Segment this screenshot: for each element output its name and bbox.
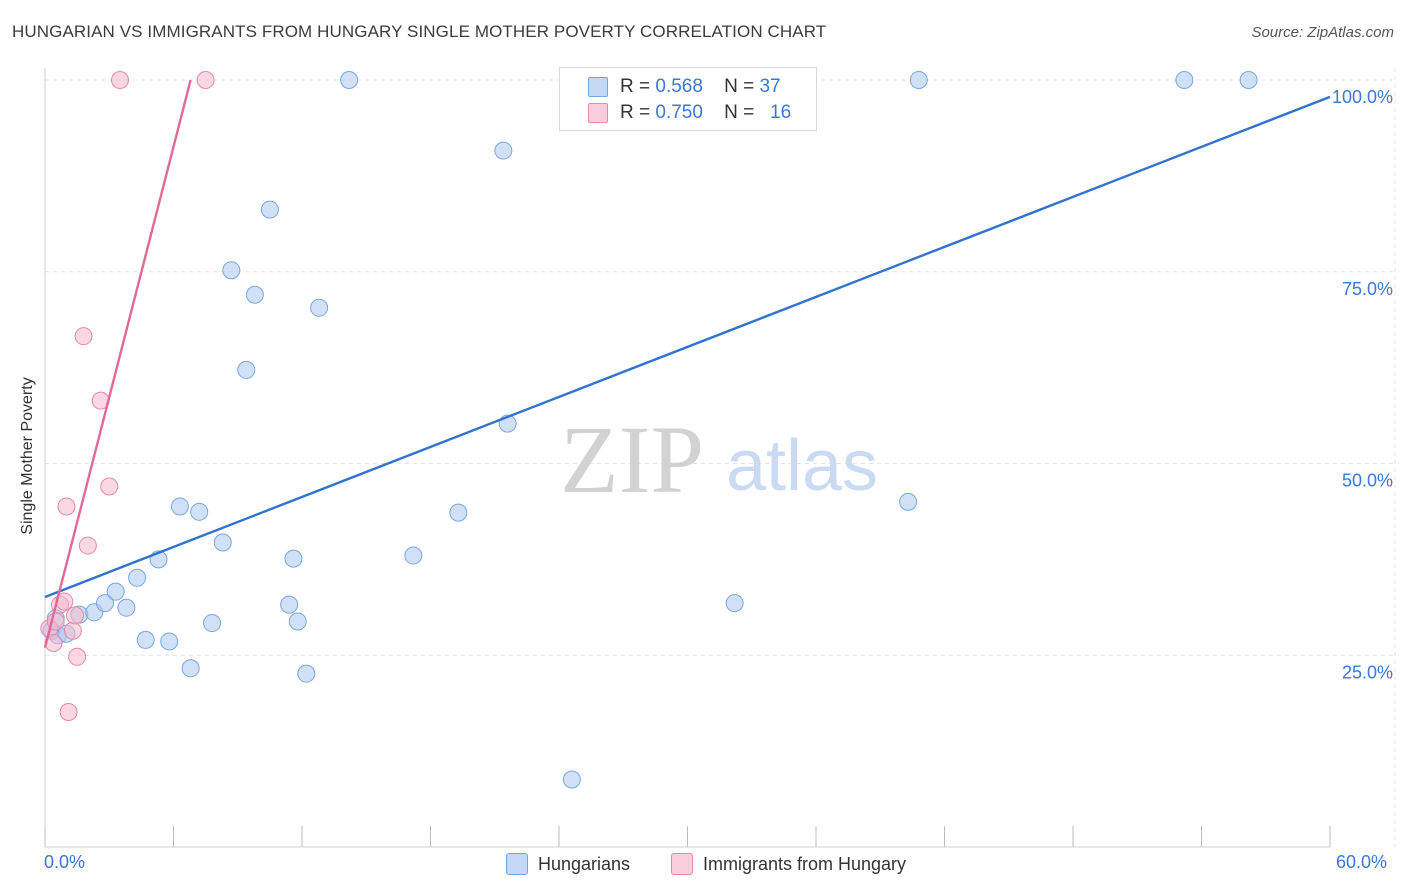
watermark: ZIP atlas [560,406,878,513]
trend-lines [43,79,1331,648]
data-point [725,594,744,613]
y-tick-label: 50.0% [1342,471,1393,491]
data-point [100,477,119,496]
data-point [196,71,215,89]
y-tick-labels: 25.0% 50.0% 75.0% 100.0% [1332,87,1393,682]
data-point [110,71,129,89]
stats-legend: R = 0.568 N = 37 R = 0.750 N = 16 [559,67,817,131]
trend-line-hungarians [44,95,1331,599]
y-tick-label: 75.0% [1342,279,1393,299]
legend-label-immigrants: Immigrants from Hungary [703,853,907,874]
data-point [260,200,279,219]
data-point [245,285,264,304]
source-label: Source: ZipAtlas.com [1251,24,1394,41]
r-value: 0.750 [655,102,703,123]
data-point [562,770,581,789]
data-point [340,71,359,89]
data-point [181,659,200,678]
n-label: N = [724,102,755,123]
data-point [74,327,93,346]
chart-title: HUNGARIAN VS IMMIGRANTS FROM HUNGARY SIN… [12,22,827,41]
data-point [128,568,147,587]
grid-lines [45,68,1396,847]
data-point [310,298,329,317]
n-value: 16 [770,102,792,123]
r-label: R = [620,76,651,97]
data-point [203,614,222,633]
data-point [78,536,97,555]
data-point [170,497,189,516]
n-value: 37 [759,76,781,97]
data-point [117,598,136,617]
r-value: 0.568 [655,76,703,97]
data-point [222,261,241,280]
data-point [65,606,84,625]
y-tick-label: 100.0% [1332,87,1393,107]
data-point [63,621,82,640]
legend-swatch-hungarians [588,77,608,97]
data-point [284,549,303,568]
data-point [213,533,232,552]
x-tick-label-max: 60.0% [1336,852,1388,872]
data-point [494,141,513,160]
legend-swatch-immigrants [671,853,693,875]
data-point [106,582,125,601]
watermark-atlas: atlas [726,426,878,506]
series-immigrants [40,71,215,722]
data-point [57,497,76,516]
y-tick-label: 25.0% [1342,662,1393,682]
data-point [909,71,928,89]
data-point [404,546,423,565]
data-point [288,612,307,631]
data-point [280,595,299,614]
series-legend: Hungarians Immigrants from Hungary [0,852,1406,876]
data-point [1239,71,1258,89]
legend-label-hungarians: Hungarians [538,853,631,874]
data-point [237,360,256,379]
data-point [297,664,316,683]
data-point [68,647,87,666]
data-point [95,594,114,613]
r-label: R = [620,102,651,123]
data-point [136,630,155,649]
trend-line-immigrants [43,79,192,648]
data-point [59,703,78,722]
legend-item-immigrants[interactable]: Immigrants from Hungary [671,852,906,876]
data-point [160,632,179,651]
data-point [449,503,468,522]
x-tick-label-min: 0.0% [44,852,86,872]
data-point [899,492,918,511]
legend-swatch-immigrants [588,103,608,123]
data-point [190,502,209,521]
data-point [1175,71,1194,89]
legend-item-hungarians[interactable]: Hungarians [506,852,630,876]
watermark-zip: ZIP [560,406,704,513]
axes [44,68,1331,848]
n-label: N = [724,76,755,97]
legend-swatch-hungarians [506,853,528,875]
